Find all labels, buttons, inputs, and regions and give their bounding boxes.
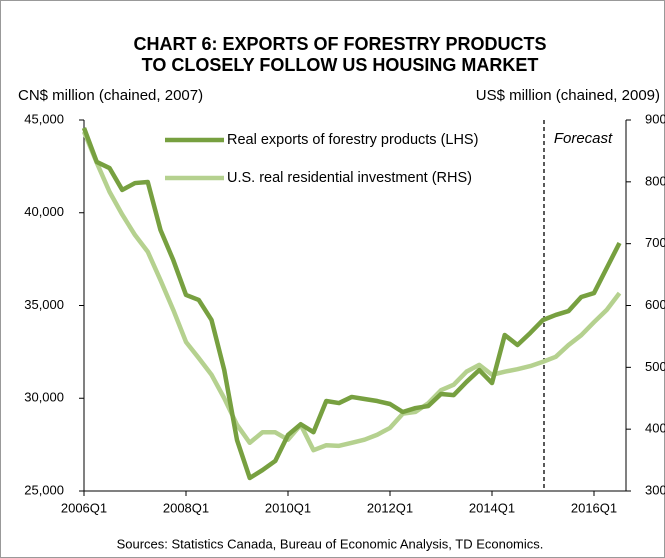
source-note: Sources: Statistics Canada, Bureau of Ec… — [117, 536, 544, 551]
series-line — [81, 127, 622, 481]
x-tick-label: 2010Q1 — [265, 500, 311, 515]
y-tick-label: 35,000 — [24, 297, 64, 312]
series-line — [81, 130, 622, 453]
x-tick-label: 2012Q1 — [367, 500, 413, 515]
legend-label: Real exports of forestry products (LHS) — [227, 132, 478, 148]
y2-tick-label: 400 — [645, 421, 665, 436]
y-axis-title: CN$ million (chained, 2007) — [18, 87, 203, 104]
chart-title: CHART 6: EXPORTS OF FORESTRY PRODUCTS — [133, 34, 546, 54]
y2-tick-label: 800 — [645, 173, 665, 188]
y-tick-label: 25,000 — [24, 482, 64, 497]
x-tick-label: 2006Q1 — [61, 500, 107, 515]
chart-subtitle: TO CLOSELY FOLLOW US HOUSING MARKET — [142, 55, 539, 75]
y2-tick-label: 300 — [645, 482, 665, 497]
forecast-label: Forecast — [554, 130, 613, 147]
y2-tick-label: 500 — [645, 359, 665, 374]
y2-tick-label: 600 — [645, 297, 665, 312]
y-tick-label: 45,000 — [24, 111, 64, 126]
y2-tick-label: 900 — [645, 111, 665, 126]
y-tick-label: 30,000 — [24, 390, 64, 405]
y2-tick-label: 700 — [645, 235, 665, 250]
x-tick-label: 2008Q1 — [163, 500, 209, 515]
x-tick-label: 2014Q1 — [469, 500, 515, 515]
x-tick-label: 2016Q1 — [571, 500, 617, 515]
y-tick-label: 40,000 — [24, 204, 64, 219]
legend-label: U.S. real residential investment (RHS) — [227, 170, 472, 186]
y2-axis-title: US$ million (chained, 2009) — [476, 87, 660, 104]
